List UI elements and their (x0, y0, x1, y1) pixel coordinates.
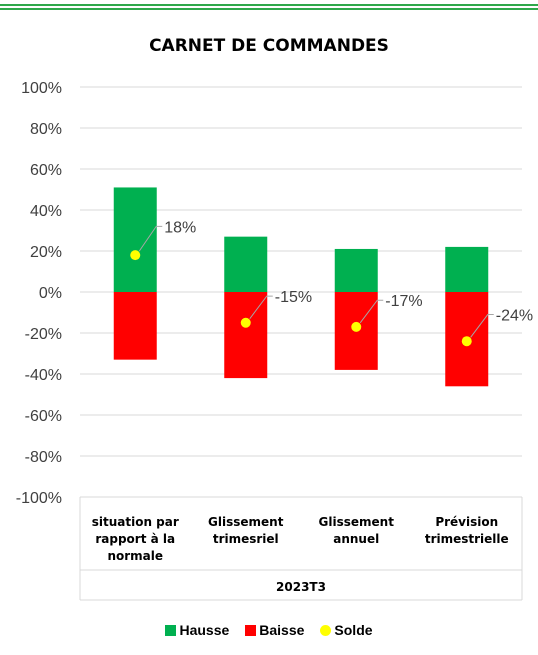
legend-label-baisse: Baisse (259, 622, 305, 638)
category-label: annuel (333, 532, 379, 546)
bar-hausse (445, 246, 489, 292)
legend: Hausse Baisse Solde (0, 622, 538, 638)
category-label: trimestrielle (425, 532, 509, 546)
data-label-leader (138, 225, 163, 252)
top-border-lines (0, 4, 538, 10)
solde-marker (130, 250, 141, 261)
category-label: Glissement (208, 515, 284, 529)
data-label: -24% (496, 308, 533, 325)
y-tick-label: 80% (30, 121, 62, 138)
top-border (0, 0, 538, 10)
category-label: trimesriel (213, 532, 279, 546)
solde-marker (461, 336, 472, 347)
data-label: -17% (385, 293, 422, 310)
legend-item-baisse: Baisse (245, 622, 304, 638)
legend-label-hausse: Hausse (179, 622, 230, 638)
legend-item-hausse: Hausse (165, 622, 229, 638)
y-tick-label: -20% (25, 326, 62, 343)
bar-hausse (334, 248, 378, 292)
legend-label-solde: Solde (334, 622, 373, 638)
solde-marker (240, 317, 251, 328)
y-tick-label: 60% (30, 162, 62, 179)
legend-swatch-hausse (165, 624, 177, 636)
solde-marker (351, 321, 362, 332)
bar-baisse (113, 292, 157, 360)
y-tick-label: -60% (25, 408, 62, 425)
data-label-leader (359, 299, 384, 324)
y-tick-label: 100% (21, 80, 62, 97)
y-tick-label: 20% (30, 244, 62, 261)
y-tick-label: 40% (30, 203, 62, 220)
bar-baisse (224, 292, 268, 379)
category-label: rapport à la (95, 532, 175, 546)
bar-hausse (224, 236, 268, 292)
y-tick-label: -100% (16, 490, 62, 507)
category-label: normale (107, 549, 163, 563)
y-tick-label: -80% (25, 449, 62, 466)
data-label: -15% (275, 289, 312, 306)
bar-hausse (113, 187, 157, 292)
legend-swatch-baisse (245, 624, 257, 636)
chart-area: 100% 80% 60% 40% 20% 0% -20% -40% -60% -80% -100% 1… (16, 80, 533, 601)
legend-swatch-solde (320, 624, 332, 636)
data-label-leader (470, 314, 494, 338)
category-label: situation par (92, 515, 179, 529)
category-group-label: 2023T3 (276, 580, 326, 594)
chart-title: CARNET DE COMMANDES (149, 36, 389, 56)
data-label: 18% (164, 219, 196, 236)
y-tick-label: 0% (39, 285, 62, 302)
legend-item-solde: Solde (320, 622, 373, 638)
y-tick-label: -40% (25, 367, 62, 384)
category-label: Glissement (319, 515, 395, 529)
data-label-leader (249, 295, 273, 320)
category-label: Prévision (435, 515, 498, 529)
